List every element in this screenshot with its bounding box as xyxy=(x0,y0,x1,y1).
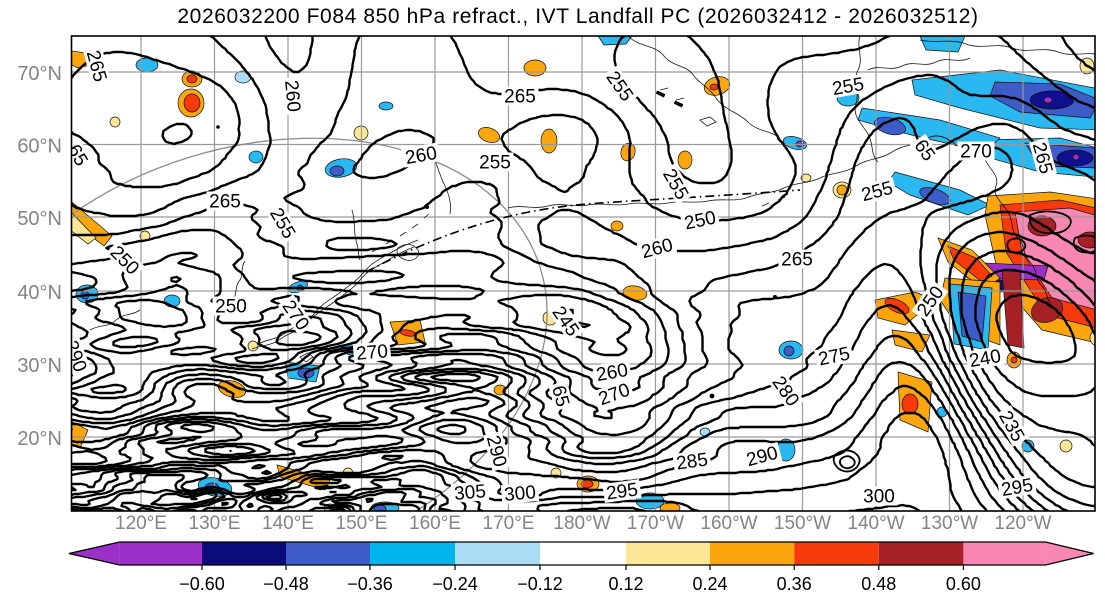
svg-text:140°E: 140°E xyxy=(262,513,314,534)
svg-text:250: 250 xyxy=(215,297,247,318)
svg-text:265: 265 xyxy=(781,250,813,271)
svg-text:300: 300 xyxy=(503,482,536,506)
svg-text:60°N: 60°N xyxy=(17,136,62,158)
svg-text:255: 255 xyxy=(479,153,511,174)
svg-text:285: 285 xyxy=(675,449,709,474)
svg-text:160°W: 160°W xyxy=(700,513,757,534)
svg-text:305: 305 xyxy=(453,481,486,505)
svg-text:120°E: 120°E xyxy=(115,513,167,534)
svg-text:300: 300 xyxy=(863,487,895,508)
svg-text:150°W: 150°W xyxy=(774,513,831,534)
svg-text:270: 270 xyxy=(355,341,388,365)
svg-text:0.12: 0.12 xyxy=(608,574,643,594)
svg-text:−0.60: −0.60 xyxy=(179,574,225,594)
svg-text:140°W: 140°W xyxy=(847,513,904,534)
svg-text:−0.24: −0.24 xyxy=(432,574,478,594)
svg-text:30°N: 30°N xyxy=(17,355,62,377)
svg-text:0.24: 0.24 xyxy=(692,574,727,594)
svg-text:130°E: 130°E xyxy=(189,513,241,534)
svg-text:170°E: 170°E xyxy=(483,513,535,534)
svg-text:−0.48: −0.48 xyxy=(263,574,309,594)
svg-text:265: 265 xyxy=(504,87,536,108)
svg-text:270: 270 xyxy=(960,142,992,163)
svg-text:2026032200 F084 850 hPa refrac: 2026032200 F084 850 hPa refract., IVT La… xyxy=(177,5,978,28)
svg-text:170°W: 170°W xyxy=(627,513,684,534)
svg-text:0.48: 0.48 xyxy=(861,574,896,594)
svg-text:150°E: 150°E xyxy=(336,513,388,534)
svg-text:50°N: 50°N xyxy=(17,208,62,230)
svg-text:−0.12: −0.12 xyxy=(517,574,563,594)
svg-text:130°W: 130°W xyxy=(921,513,978,534)
svg-text:295: 295 xyxy=(605,479,639,504)
svg-text:120°W: 120°W xyxy=(994,513,1051,534)
svg-text:0.36: 0.36 xyxy=(777,574,812,594)
svg-text:180°W: 180°W xyxy=(553,513,610,534)
svg-text:70°N: 70°N xyxy=(17,63,62,85)
svg-text:160°E: 160°E xyxy=(409,513,461,534)
svg-text:−0.36: −0.36 xyxy=(347,574,393,594)
svg-text:265: 265 xyxy=(209,192,241,213)
svg-text:20°N: 20°N xyxy=(17,428,62,450)
svg-text:0.60: 0.60 xyxy=(946,574,981,594)
svg-text:260: 260 xyxy=(280,79,304,112)
svg-text:40°N: 40°N xyxy=(17,282,62,304)
